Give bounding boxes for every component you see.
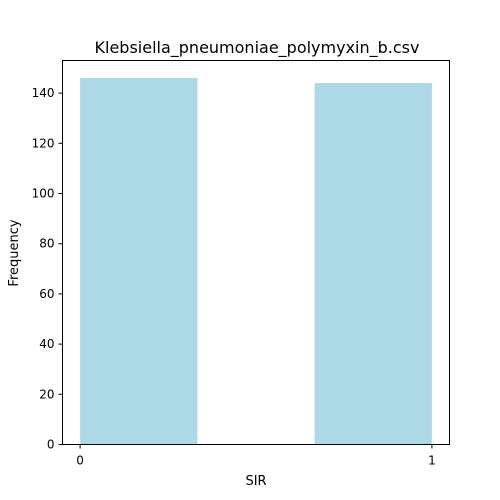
x-axis-label: SIR [245,474,266,489]
y-tick-label: 140 [32,86,55,100]
x-tick-label: 0 [76,454,84,468]
bar-group [80,78,432,445]
y-tick-label: 120 [32,136,55,150]
chart-title: Klebsiella_pneumoniae_polymyxin_b.csv [95,38,420,58]
y-tick-label: 80 [39,237,54,251]
y-tick-label: 60 [39,287,54,301]
y-tick-label: 100 [32,187,55,201]
y-tick-label: 20 [39,387,54,401]
y-tick-label: 40 [39,337,54,351]
plot-frame [62,60,450,445]
y-axis-label: Frequency [7,219,22,286]
histogram-bar-2 [314,83,432,445]
y-tick-label: 0 [47,438,55,452]
x-tick-label: 1 [428,454,436,468]
histogram-bar-0 [80,78,198,445]
y-axis-ticks: 0 20 40 60 80 100 120 140 [32,86,63,452]
